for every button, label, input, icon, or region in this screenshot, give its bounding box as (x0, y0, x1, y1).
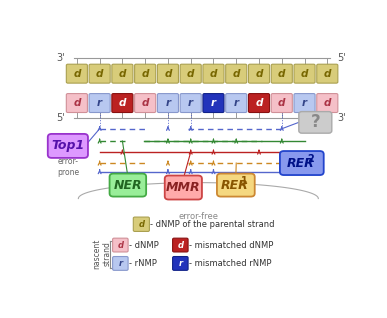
FancyBboxPatch shape (299, 112, 332, 133)
Text: - mismatched dNMP: - mismatched dNMP (189, 240, 273, 250)
Text: 1: 1 (241, 176, 248, 186)
Text: d: d (177, 240, 183, 250)
Text: 5': 5' (56, 113, 65, 123)
Text: d: d (255, 98, 263, 108)
FancyBboxPatch shape (294, 64, 315, 83)
Text: r: r (178, 259, 182, 268)
Text: 3': 3' (337, 113, 346, 123)
Text: r: r (188, 98, 193, 108)
FancyBboxPatch shape (113, 238, 128, 252)
Text: d: d (255, 69, 263, 79)
Text: - rNMP: - rNMP (129, 259, 157, 268)
FancyBboxPatch shape (317, 93, 338, 113)
FancyBboxPatch shape (112, 64, 133, 83)
Text: d: d (278, 98, 286, 108)
FancyBboxPatch shape (135, 93, 156, 113)
Text: - dNMP: - dNMP (129, 240, 159, 250)
FancyBboxPatch shape (89, 64, 110, 83)
FancyBboxPatch shape (248, 64, 270, 83)
Text: d: d (119, 98, 126, 108)
Text: nascent
strand: nascent strand (92, 238, 111, 269)
Text: d: d (142, 98, 149, 108)
FancyBboxPatch shape (271, 64, 292, 83)
Text: error-free: error-free (178, 211, 218, 220)
Text: 3': 3' (56, 53, 65, 63)
FancyBboxPatch shape (158, 64, 178, 83)
Text: 5': 5' (337, 53, 346, 63)
FancyBboxPatch shape (217, 174, 255, 197)
FancyBboxPatch shape (113, 257, 128, 270)
FancyBboxPatch shape (158, 93, 178, 113)
FancyBboxPatch shape (294, 93, 315, 113)
Text: NER: NER (113, 179, 142, 191)
FancyBboxPatch shape (165, 176, 202, 199)
FancyBboxPatch shape (226, 93, 247, 113)
FancyBboxPatch shape (66, 93, 87, 113)
FancyBboxPatch shape (226, 64, 247, 83)
Text: ?: ? (310, 114, 320, 131)
Text: r: r (234, 98, 239, 108)
Text: error-
prone: error- prone (57, 157, 79, 176)
Text: RER: RER (287, 156, 315, 169)
Text: r: r (165, 98, 171, 108)
FancyBboxPatch shape (135, 64, 156, 83)
Text: - dNMP of the parental strand: - dNMP of the parental strand (150, 220, 274, 229)
Text: d: d (278, 69, 286, 79)
Text: d: d (187, 69, 194, 79)
Text: 2: 2 (307, 154, 313, 164)
Text: d: d (73, 98, 80, 108)
Text: RER: RER (221, 179, 248, 191)
Text: r: r (118, 259, 122, 268)
FancyBboxPatch shape (48, 134, 88, 158)
Text: d: d (119, 69, 126, 79)
FancyBboxPatch shape (133, 217, 149, 232)
Text: d: d (210, 69, 217, 79)
Text: d: d (138, 220, 144, 229)
FancyBboxPatch shape (248, 93, 270, 113)
FancyBboxPatch shape (180, 93, 201, 113)
Text: d: d (117, 240, 123, 250)
Text: d: d (164, 69, 171, 79)
Text: - mismatched rNMP: - mismatched rNMP (189, 259, 271, 268)
Text: d: d (324, 69, 331, 79)
FancyBboxPatch shape (173, 257, 188, 270)
Text: d: d (324, 98, 331, 108)
FancyBboxPatch shape (173, 238, 188, 252)
Text: r: r (97, 98, 102, 108)
Text: d: d (233, 69, 240, 79)
FancyBboxPatch shape (271, 93, 292, 113)
Text: d: d (73, 69, 80, 79)
FancyBboxPatch shape (317, 64, 338, 83)
FancyBboxPatch shape (280, 151, 324, 175)
FancyBboxPatch shape (110, 174, 146, 197)
Text: MMR: MMR (166, 181, 200, 194)
FancyBboxPatch shape (66, 64, 87, 83)
Text: d: d (301, 69, 308, 79)
Text: r: r (302, 98, 307, 108)
FancyBboxPatch shape (203, 64, 224, 83)
Text: r: r (211, 98, 216, 108)
FancyBboxPatch shape (203, 93, 224, 113)
FancyBboxPatch shape (89, 93, 110, 113)
Text: d: d (142, 69, 149, 79)
Text: Top1: Top1 (51, 139, 84, 152)
FancyBboxPatch shape (112, 93, 133, 113)
FancyBboxPatch shape (180, 64, 201, 83)
Text: d: d (96, 69, 103, 79)
